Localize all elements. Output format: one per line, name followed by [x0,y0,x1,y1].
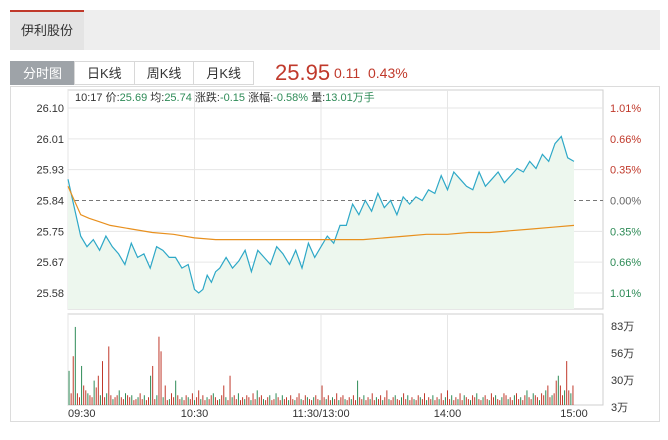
current-price: 25.95 [275,60,331,85]
stock-name-tab[interactable]: 伊利股份 [10,10,84,50]
x-tick-label: 11:30/13:00 [292,408,349,420]
y-right-tick-label: 0.66% [610,134,641,146]
info-line-part: 价: [106,91,120,104]
price-change: 0.11 [334,65,361,81]
x-tick-label: 14:00 [434,408,462,420]
x-tick-label: 09:30 [68,408,96,420]
info-line-part: 25.69 [120,92,151,104]
info-line-part: 13.01万手 [325,90,375,104]
volume-tick-label: 3万 [611,402,628,414]
price-change-pct: 0.43% [368,65,408,81]
y-right-tick-label: 1.01% [610,103,641,115]
info-line-part: 25.74 [164,92,195,104]
x-tick-label: 15:00 [560,408,588,420]
info-line-part: 涨跌: [195,90,220,104]
y-left-tick-label: 26.01 [36,134,64,146]
y-right-tick-label: 1.01% [610,288,641,300]
y-right-tick-label: 0.00% [610,196,641,208]
info-line: 10:17 价:25.69 均:25.74 涨跌:-0.15 涨幅:-0.58%… [75,90,375,104]
volume-tick-label: 30万 [611,375,634,387]
y-left-tick-label: 25.67 [36,257,64,269]
price-area-fill [68,136,574,309]
info-line-part: 量: [311,91,325,104]
tab-daily-k[interactable]: 日K线 [74,61,134,85]
y-right-tick-label: 0.66% [610,257,641,269]
volume-tick-label: 56万 [611,348,634,360]
info-line-part: 10:17 [75,92,106,104]
x-tick-label: 10:30 [181,408,209,420]
y-left-tick-label: 25.84 [36,196,64,208]
volume-panel-border [67,313,604,406]
avg-price-line [67,186,575,241]
y-right-tick-label: 0.35% [610,226,641,238]
volume-tick-label: 83万 [611,321,634,333]
price-line [67,135,575,294]
y-right-tick-label: 0.35% [610,165,641,177]
info-line-part: 均: [150,91,164,104]
y-left-tick-label: 25.93 [36,165,64,177]
chart-frame [10,86,660,422]
tab-weekly-k[interactable]: 周K线 [133,61,194,85]
info-line-part: 涨幅: [248,91,273,104]
header-bar: 伊利股份 [10,10,660,50]
y-left-tick-label: 25.58 [36,288,64,300]
info-line-part: -0.58% [273,92,311,104]
chart-tabs: 分时图 日K线 周K线 月K线 [10,61,255,85]
tab-intraday[interactable]: 分时图 [10,61,75,85]
tab-monthly-k[interactable]: 月K线 [193,61,255,85]
info-line-part: -0.15 [220,92,248,104]
y-left-tick-label: 25.75 [36,226,64,238]
y-left-tick-label: 26.10 [36,103,64,115]
